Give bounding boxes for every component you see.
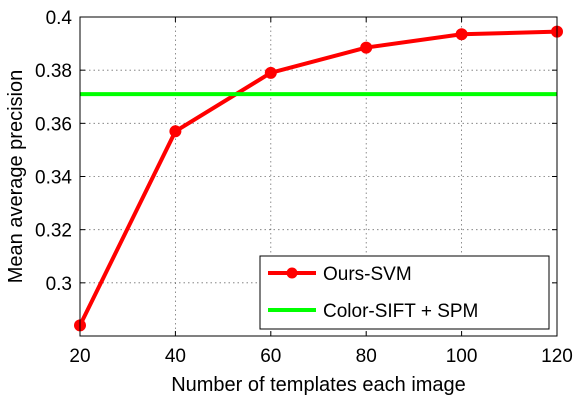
y-tick-label: 0.34: [35, 168, 72, 189]
x-tick-label: 40: [165, 346, 186, 367]
x-axis-title: Number of templates each image: [171, 374, 466, 396]
x-tick-label: 100: [446, 346, 478, 367]
y-tick-label: 0.32: [35, 221, 72, 242]
data-point: [455, 28, 468, 41]
legend-box: [259, 255, 550, 330]
y-tick-label: 0.38: [35, 61, 72, 82]
x-tick-label: 60: [260, 346, 281, 367]
legend-label: Ours-SVM: [323, 264, 412, 285]
y-tick-label: 0.3: [46, 274, 72, 295]
data-point: [360, 41, 373, 54]
series-line-1: [78, 29, 558, 327]
series-layer: [74, 25, 563, 332]
y-tick-label: 0.4: [46, 8, 73, 29]
y-tick-label: 0.36: [35, 114, 72, 135]
x-tick-label: 20: [69, 346, 90, 367]
x-tick-label: 80: [356, 346, 377, 367]
axis-ticks: 20 40 60 80 100 120 0.3 0.32 0.34 0.36 0.38 0.4: [35, 8, 573, 367]
legend: Ours-SVM Color-SIFT + SPM: [259, 255, 550, 330]
y-axis-title: Mean average precision: [5, 70, 27, 283]
data-point: [264, 66, 277, 79]
legend-label: Color-SIFT + SPM: [323, 301, 478, 322]
legend-marker: [286, 267, 298, 279]
x-tick-label: 120: [541, 346, 573, 367]
data-point: [169, 125, 182, 138]
